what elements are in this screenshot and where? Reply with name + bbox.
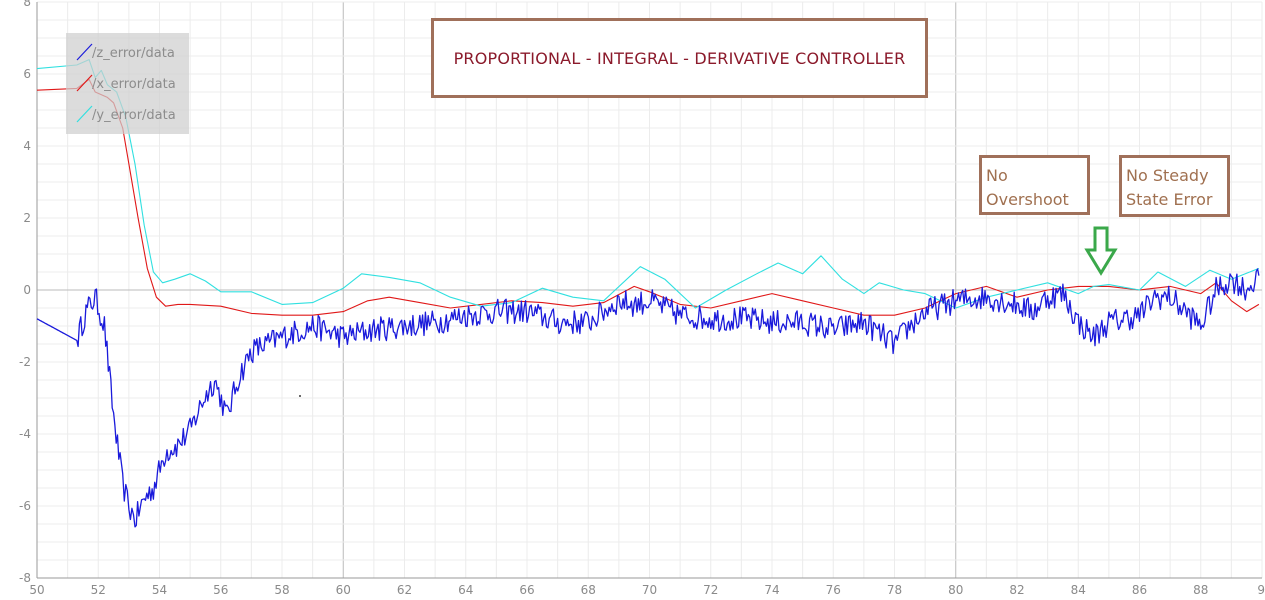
x-tick-label: 82 [1009, 583, 1024, 597]
x-tick-label: 80 [948, 583, 963, 597]
no-overshoot-line2: Overshoot [986, 190, 1069, 209]
x-tick-label: 74 [764, 583, 779, 597]
x-tick-label: 62 [397, 583, 412, 597]
legend-swatch [76, 105, 93, 123]
legend-swatch [76, 43, 93, 61]
y-tick-label: -6 [19, 499, 31, 513]
grid [36, 1, 1263, 579]
series-layer [36, 59, 1260, 528]
x-tick-label: 86 [1132, 583, 1147, 597]
no-overshoot-box: No Overshoot [979, 155, 1090, 215]
no-steady-state-line2: State Error [1126, 190, 1213, 209]
stray-dot [299, 395, 301, 397]
y-tick-label: 0 [23, 283, 31, 297]
y-tick-label: 2 [23, 211, 31, 225]
x-tick-label: 60 [336, 583, 351, 597]
legend-label: /y_error/data [92, 108, 176, 123]
down-arrow-icon [1084, 226, 1118, 276]
x-tick-label: 84 [1071, 583, 1086, 597]
x-tick-label: 78 [887, 583, 902, 597]
x-tick-label: 68 [581, 583, 596, 597]
y-tick-label: 6 [23, 67, 31, 81]
legend-swatch [76, 74, 93, 92]
y-tick-label: -2 [19, 355, 31, 369]
x-tick-label: 50 [29, 583, 44, 597]
y-tick-label: 4 [23, 139, 31, 153]
x-tick-label: 76 [826, 583, 841, 597]
series-line-y_error [36, 59, 1260, 309]
controller-title: PROPORTIONAL - INTEGRAL - DERIVATIVE CON… [453, 48, 906, 68]
legend: /z_error/data/x_error/data/y_error/data [66, 33, 189, 134]
x-tick-label: 56 [213, 583, 228, 597]
x-tick-label: 64 [458, 583, 473, 597]
x-tick-label: 88 [1193, 583, 1208, 597]
no-steady-state-error-box: No Steady State Error [1119, 155, 1230, 217]
x-tick-label: 54 [152, 583, 167, 597]
y-tick-label: -8 [19, 571, 31, 585]
legend-label: /z_error/data [92, 46, 175, 61]
x-tick-label: 72 [703, 583, 718, 597]
x-tick-label: 52 [91, 583, 106, 597]
x-tick-label: 66 [519, 583, 534, 597]
annotation-arrow [299, 226, 1118, 397]
x-tick-label: 9 [1257, 583, 1265, 597]
x-tick-label: 70 [642, 583, 657, 597]
controller-title-box: PROPORTIONAL - INTEGRAL - DERIVATIVE CON… [431, 18, 928, 98]
no-overshoot-line1: No [986, 166, 1008, 185]
y-tick-label: 8 [23, 0, 31, 9]
x-tick-label: 58 [274, 583, 289, 597]
no-steady-state-line1: No Steady [1126, 166, 1209, 185]
legend-label: /x_error/data [92, 77, 176, 92]
y-tick-label: -4 [19, 427, 31, 441]
series-line-z_error [36, 268, 1260, 528]
